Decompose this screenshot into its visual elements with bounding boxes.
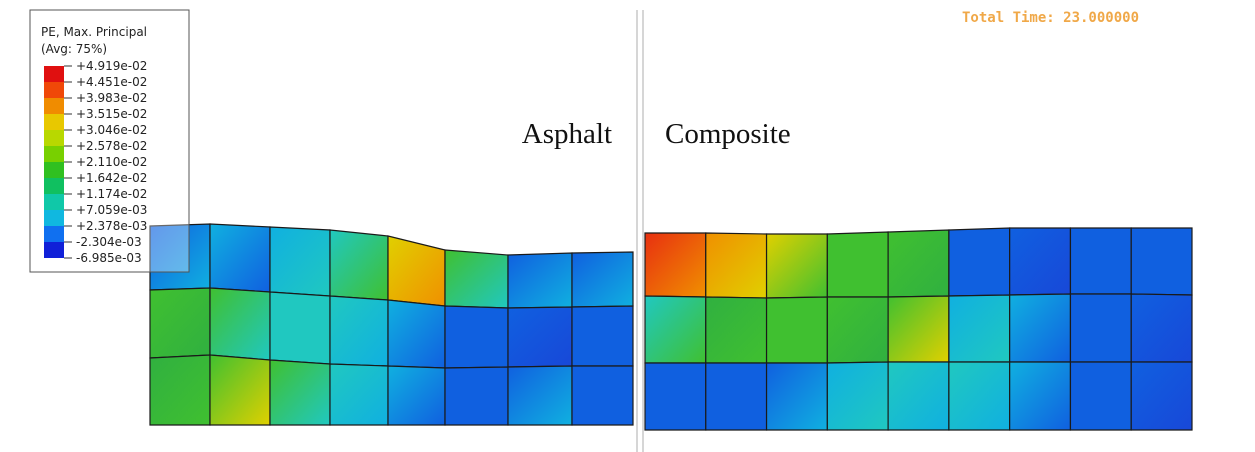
- mesh-cell: [508, 366, 572, 425]
- mesh-cell: [150, 355, 210, 425]
- mesh-cell: [508, 253, 572, 308]
- legend-label: +1.642e-02: [76, 171, 147, 185]
- mesh-cell: [572, 306, 633, 366]
- mesh-cell: [330, 364, 388, 425]
- mesh-cell: [645, 363, 706, 430]
- legend-swatch: [44, 226, 64, 242]
- mesh-cell: [1010, 362, 1071, 430]
- legend-label: +2.110e-02: [76, 155, 147, 169]
- mesh-cell: [767, 234, 828, 298]
- mesh-cell: [827, 362, 888, 430]
- legend-swatch: [44, 114, 64, 130]
- mesh-cell: [1010, 228, 1071, 295]
- mesh-cell: [767, 297, 828, 363]
- mesh-cell: [572, 252, 633, 307]
- mesh-cell: [1070, 294, 1131, 362]
- page: {"legend": {"title": "PE, Max. Principal…: [0, 0, 1255, 452]
- mesh-cell: [1070, 362, 1131, 430]
- mesh-cell: [270, 292, 330, 364]
- mesh-cell: [949, 228, 1010, 296]
- legend-label: +4.919e-02: [76, 59, 147, 73]
- mesh-layer: [150, 224, 1192, 430]
- mesh-cell: [210, 355, 270, 425]
- mesh-cell: [888, 362, 949, 430]
- legend-label: -6.985e-03: [76, 251, 142, 265]
- legend-label: +3.983e-02: [76, 91, 147, 105]
- mesh-cell: [1131, 228, 1192, 295]
- mesh-cell: [706, 363, 767, 430]
- mesh-cell: [445, 367, 508, 425]
- mesh-cell: [330, 296, 388, 366]
- mesh-cell: [949, 295, 1010, 362]
- mesh-cell: [1131, 294, 1192, 362]
- legend-swatch: [44, 146, 64, 162]
- mesh-cell: [827, 232, 888, 297]
- legend-swatch: [44, 194, 64, 210]
- mesh-cell: [949, 362, 1010, 430]
- legend-label: +2.378e-03: [76, 219, 147, 233]
- legend-swatch: [44, 98, 64, 114]
- mesh-cell: [150, 288, 210, 358]
- mesh-cell: [645, 296, 706, 363]
- legend-swatch: [44, 130, 64, 146]
- legend-swatch: [44, 66, 64, 82]
- mesh-cell: [1010, 294, 1071, 362]
- mesh-cell: [572, 366, 633, 425]
- total-time: Total Time: 23.000000: [962, 10, 1139, 26]
- legend-subtitle: (Avg: 75%): [41, 42, 107, 56]
- mesh-cell: [1131, 362, 1192, 430]
- legend-swatch: [44, 242, 64, 258]
- legend-label: +3.515e-02: [76, 107, 147, 121]
- legend-label: +4.451e-02: [76, 75, 147, 89]
- mesh-cell: [445, 306, 508, 368]
- mesh-cell: [210, 288, 270, 360]
- mesh-cell: [767, 363, 828, 430]
- mesh-cell: [330, 230, 388, 300]
- mesh-cell: [888, 296, 949, 362]
- mesh-cell: [706, 233, 767, 298]
- legend-title: PE, Max. Principal: [41, 25, 147, 39]
- mesh-cell: [388, 300, 445, 368]
- mesh-cell: [210, 224, 270, 292]
- legend-swatch: [44, 162, 64, 178]
- legend-label: +1.174e-02: [76, 187, 147, 201]
- mesh-cell: [445, 250, 508, 308]
- legend-label: +2.578e-02: [76, 139, 147, 153]
- mesh-cell: [645, 233, 706, 297]
- mesh-cell: [270, 360, 330, 425]
- mesh-cell: [508, 307, 572, 367]
- mesh-cell: [270, 227, 330, 296]
- legend-label: +3.046e-02: [76, 123, 147, 137]
- mesh-cell: [827, 297, 888, 363]
- legend-swatch: [44, 82, 64, 98]
- mesh-cell: [388, 366, 445, 425]
- body: PE, Max. Principal (Avg: 75%) +4.919e-02…: [0, 0, 1255, 452]
- panel-label: Composite: [665, 118, 791, 150]
- panel-label: Asphalt: [522, 118, 612, 150]
- legend-label: +7.059e-03: [76, 203, 147, 217]
- legend-label: -2.304e-03: [76, 235, 142, 249]
- mesh-cell: [1070, 228, 1131, 294]
- legend-swatch: [44, 210, 64, 226]
- mesh-cell: [706, 297, 767, 363]
- legend-swatch: [44, 178, 64, 194]
- viewport: PE, Max. Principal (Avg: 75%) +4.919e-02…: [0, 0, 1255, 452]
- mesh-cell: [888, 230, 949, 297]
